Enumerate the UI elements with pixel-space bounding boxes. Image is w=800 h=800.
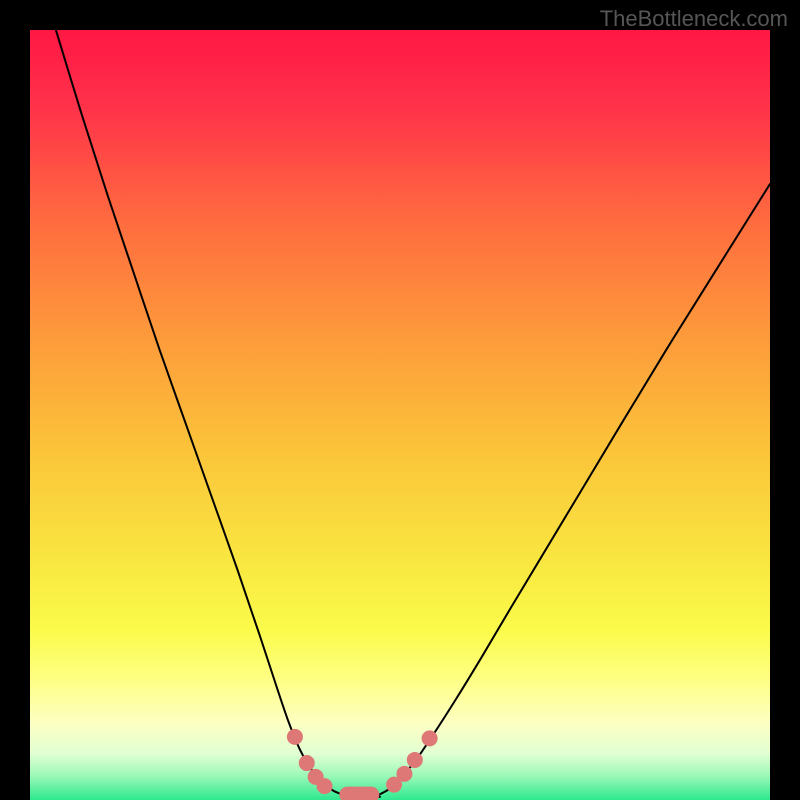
data-marker-dot xyxy=(407,752,423,768)
data-marker-dot xyxy=(317,778,333,794)
data-marker-dot xyxy=(422,730,438,746)
data-marker-dot xyxy=(396,766,412,782)
bottleneck-curve xyxy=(56,30,770,797)
data-marker-capsule xyxy=(339,787,379,800)
data-marker-dot xyxy=(287,729,303,745)
data-markers xyxy=(287,729,438,800)
chart-plot-area xyxy=(30,30,770,800)
chart-curve-layer xyxy=(30,30,770,800)
data-marker-dot xyxy=(299,755,315,771)
watermark: TheBottleneck.com xyxy=(600,6,788,32)
